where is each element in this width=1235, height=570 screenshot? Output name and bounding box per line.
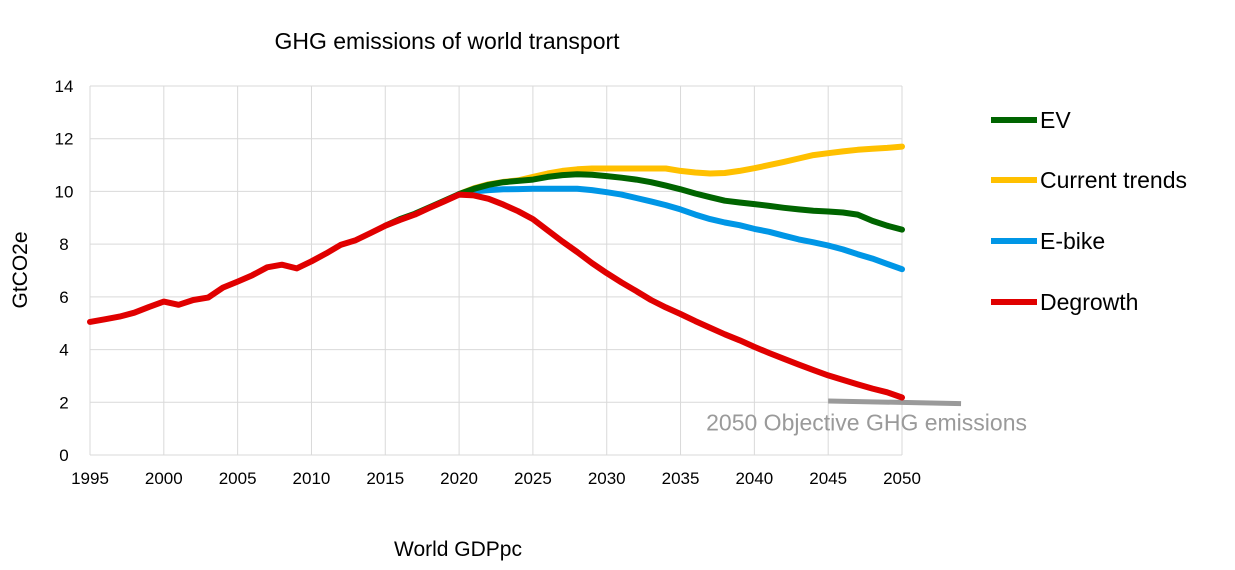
y-tick-label: 12 (55, 130, 74, 149)
x-tick-label: 2010 (293, 469, 331, 488)
objective-annotation: 2050 Objective GHG emissions (706, 398, 1027, 435)
x-axis-ticks: 1995 2000 2005 2010 2015 2020 2025 2030 2035 2040… (71, 469, 921, 488)
y-tick-label: 14 (55, 77, 74, 96)
legend: EV Current trends E-bike Degrowth (991, 107, 1187, 315)
objective-label: 2050 Objective GHG emissions (706, 409, 1027, 435)
x-tick-label: 2025 (514, 469, 552, 488)
legend-label-degrowth: Degrowth (1040, 289, 1138, 315)
x-axis-label: World GDPpc (394, 538, 522, 561)
x-tick-label: 2050 (883, 469, 921, 488)
grid (89, 85, 903, 456)
x-tick-label: 2005 (219, 469, 257, 488)
y-tick-label: 0 (59, 446, 68, 465)
y-tick-label: 10 (55, 182, 74, 201)
objective-line (828, 398, 962, 407)
x-tick-label: 1995 (71, 469, 109, 488)
y-tick-label: 4 (59, 341, 68, 360)
x-tick-label: 2020 (440, 469, 478, 488)
legend-label-ev: EV (1040, 107, 1071, 133)
y-tick-label: 2 (59, 393, 68, 412)
x-tick-label: 2045 (809, 469, 847, 488)
x-tick-label: 2000 (145, 469, 183, 488)
legend-label-e-bike: E-bike (1040, 228, 1105, 254)
x-tick-label: 2040 (735, 469, 773, 488)
series-line-e-bike (456, 185, 905, 273)
x-tick-label: 2030 (588, 469, 626, 488)
legend-label-current-trends: Current trends (1040, 167, 1187, 193)
series-lines (87, 143, 905, 401)
chart-title: GHG emissions of world transport (274, 28, 620, 54)
y-tick-label: 8 (59, 235, 68, 254)
series-line-ev (382, 171, 905, 233)
y-axis-ticks: 0 2 4 6 8 10 12 14 (55, 77, 74, 465)
y-tick-label: 6 (59, 288, 68, 307)
x-tick-label: 2035 (662, 469, 700, 488)
y-axis-label: GtCO2e (9, 231, 32, 308)
x-tick-label: 2015 (366, 469, 404, 488)
series-line-degrowth (87, 191, 905, 401)
